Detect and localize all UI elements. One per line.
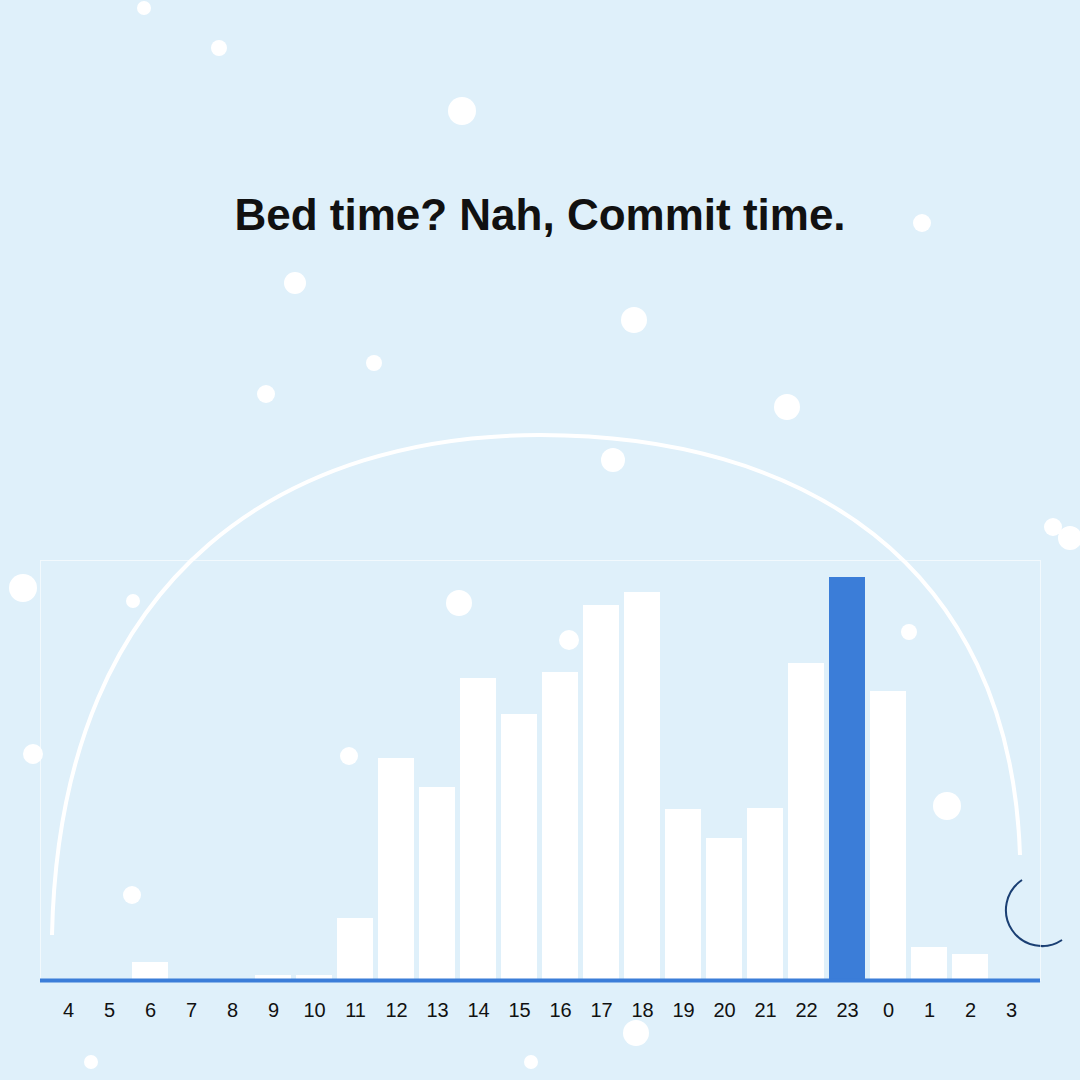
html-text:Bed time? Nah, Commit time.: Bed time? Nah, Commit time. (234, 190, 846, 239)
svg-text:21: 21 (754, 999, 776, 1021)
svg-text:16: 16 (549, 999, 571, 1021)
svg-text:4: 4 (63, 999, 74, 1021)
svg-text:8: 8 (227, 999, 238, 1021)
svg-text:11: 11 (345, 999, 366, 1021)
svg-text:3: 3 (1006, 999, 1017, 1021)
svg-text:0: 0 (883, 999, 894, 1021)
svg-text:15: 15 (508, 999, 530, 1021)
svg-text:18: 18 (631, 999, 653, 1021)
svg-text:20: 20 (713, 999, 735, 1021)
svg-text:17: 17 (590, 999, 612, 1021)
svg-text:22: 22 (795, 999, 817, 1021)
svg-text:23: 23 (836, 999, 858, 1021)
svg-text:6: 6 (145, 999, 156, 1021)
svg-text:5: 5 (104, 999, 115, 1021)
svg-text:12: 12 (385, 999, 407, 1021)
svg-text:19: 19 (672, 999, 694, 1021)
svg-text:14: 14 (467, 999, 489, 1021)
svg-text:10: 10 (303, 999, 325, 1021)
svg-text:1: 1 (924, 999, 935, 1021)
svg-text:13: 13 (426, 999, 448, 1021)
svg-text:2: 2 (965, 999, 976, 1021)
svg-text:7: 7 (186, 999, 197, 1021)
svg-text:9: 9 (268, 999, 279, 1021)
